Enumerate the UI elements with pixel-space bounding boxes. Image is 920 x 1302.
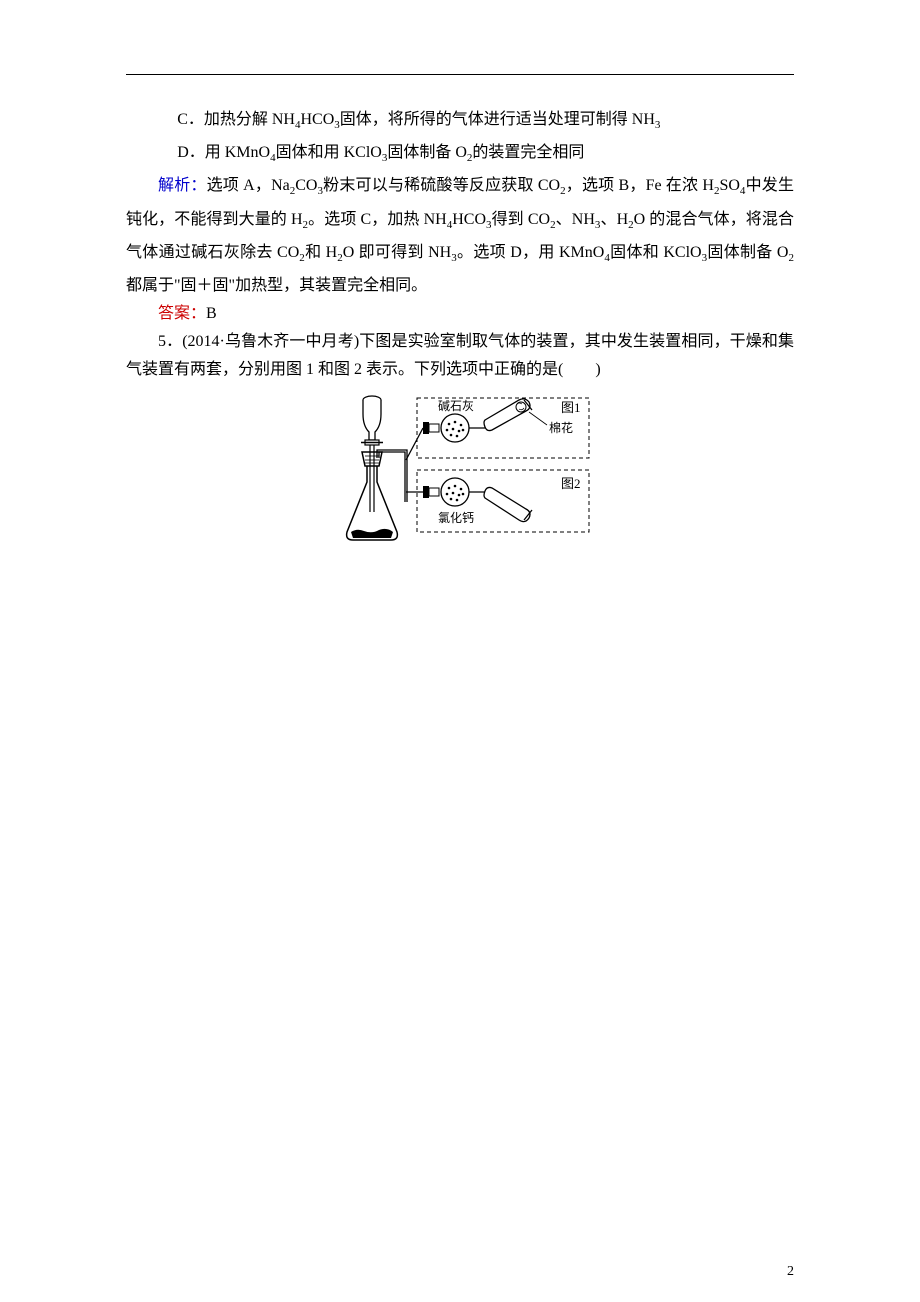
page-content: C．加热分解 NH4HCO3固体，将所得的气体进行适当处理可制得 NH3 D．用… <box>126 106 794 547</box>
analysis-paragraph: 解析：选项 A，Na2CO3粉末可以与稀硫酸等反应获取 CO2，选项 B，Fe … <box>126 172 794 300</box>
top-horizontal-rule <box>126 74 794 75</box>
flask <box>346 452 397 540</box>
cotton-label: 棉花 <box>549 420 573 435</box>
soda-lime-label: 碱石灰 <box>437 399 473 413</box>
branch-top <box>406 428 423 460</box>
answer-value: B <box>206 305 217 322</box>
figure-1-label: 图1 <box>561 400 581 415</box>
apparatus-figure: 碱石灰 图1 棉花 氯化钙 图2 <box>329 392 592 547</box>
option-c: C．加热分解 NH4HCO3固体，将所得的气体进行适当处理可制得 NH3 <box>126 106 794 139</box>
answer-label: 答案： <box>158 305 206 322</box>
option-d: D．用 KMnO4固体和用 KClO3固体制备 O2的装置完全相同 <box>126 139 794 172</box>
answer-line: 答案：B <box>126 300 794 328</box>
question-5: 5．(2014·乌鲁木齐一中月考)下图是实验室制取气体的装置，其中发生装置相同，… <box>126 328 794 384</box>
analysis-label: 解析： <box>158 177 207 194</box>
figure-2-label: 图2 <box>561 476 581 491</box>
cacl2-label: 氯化钙 <box>437 511 473 525</box>
page-number: 2 <box>787 1264 794 1280</box>
